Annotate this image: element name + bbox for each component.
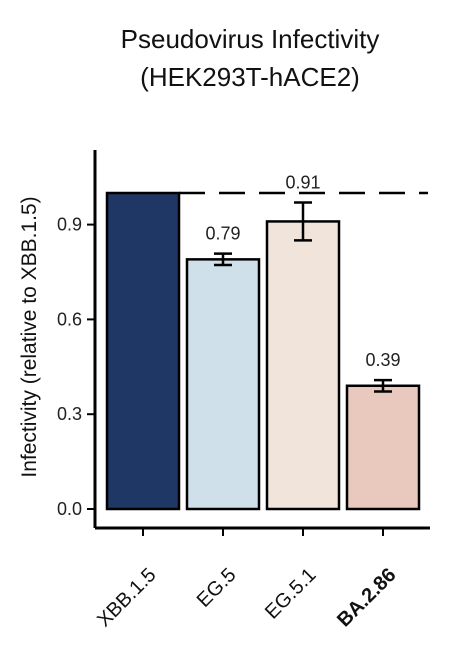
chart-title-line-1: Pseudovirus Infectivity	[121, 24, 380, 54]
plot-area: 0.0 0.3 0.6 0.9 XBB.1.5 0.79 EG.5 0.91 EG.5.1 0.3…	[57, 150, 430, 631]
x-tick-label-BA.2.86: BA.2.86	[333, 564, 400, 631]
y-tick-label: 0.3	[57, 404, 82, 424]
data-label-EG.5.1: 0.91	[285, 172, 320, 192]
bar-EG.5.1	[265, 220, 341, 511]
bar-EG.5	[185, 258, 261, 511]
bar-XBB.1.5	[105, 191, 181, 511]
data-label-BA.2.86: 0.39	[365, 350, 400, 370]
y-tick-label: 0.9	[57, 215, 82, 235]
y-axis-label: Infectivity (relative to XBB.1.5)	[18, 196, 41, 477]
bar-BA.2.86	[345, 384, 421, 511]
x-tick-label-XBB.1.5: XBB.1.5	[93, 564, 160, 631]
data-label-EG.5: 0.79	[205, 224, 240, 244]
y-tick-label: 0.6	[57, 309, 82, 329]
x-tick-label-EG.5: EG.5	[193, 564, 241, 612]
y-tick-label: 0.0	[57, 499, 82, 519]
chart-title-line-2: (HEK293T-hACE2)	[140, 62, 360, 92]
x-tick-label-EG.5.1: EG.5.1	[261, 564, 321, 624]
